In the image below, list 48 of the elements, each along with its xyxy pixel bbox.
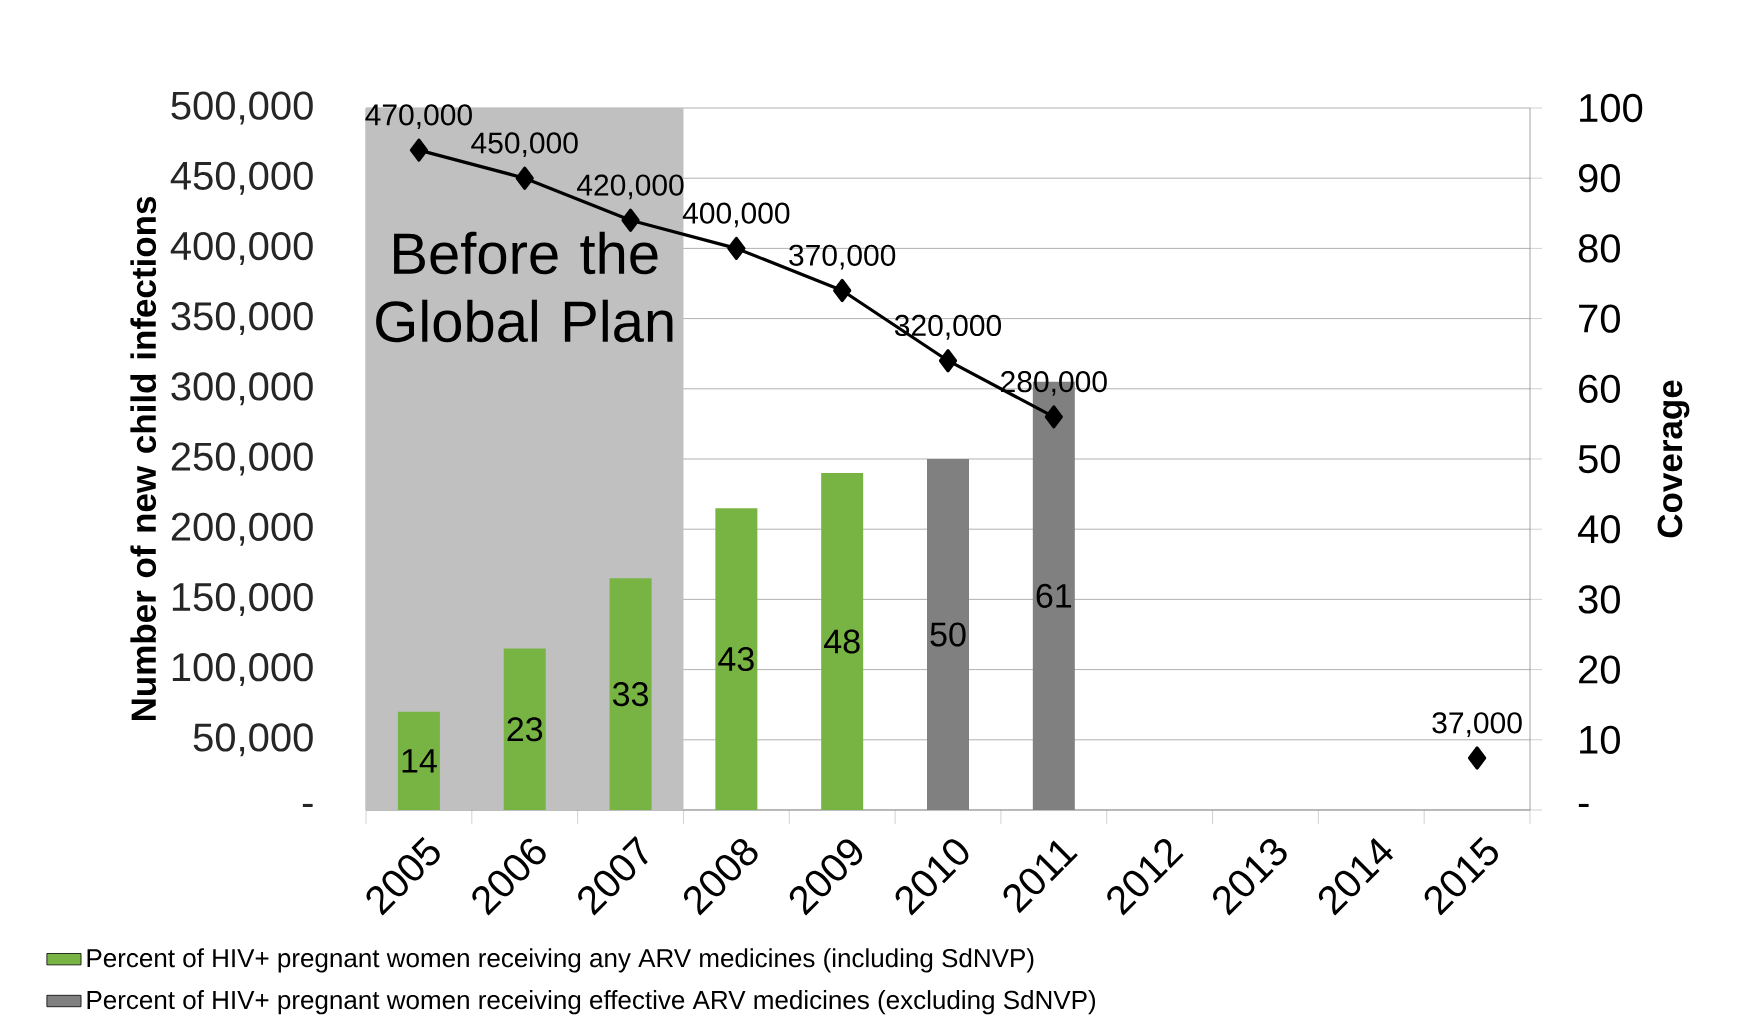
y-tick-label: 250,000 — [171, 442, 313, 476]
data-label: 61 — [1036, 583, 1072, 608]
legend-label: Percent of HIV+ pregnant women receiving effective ARV medicines (excluding SdNVP) — [87, 990, 1096, 1015]
data-label: 280,000 — [1001, 371, 1107, 396]
y-tick-label: 500,000 — [171, 91, 313, 125]
y-tick-label: 300,000 — [171, 372, 313, 406]
bar — [609, 578, 652, 810]
y2-tick-label: 100 — [1580, 93, 1643, 123]
y-tick-label: 450,000 — [170, 161, 313, 195]
bar — [821, 473, 864, 810]
y2-tick-label: 80 — [1578, 234, 1620, 263]
data-label: 450,000 — [471, 132, 578, 158]
y-tick-label: 50,000 — [193, 723, 313, 757]
bar — [715, 508, 758, 810]
y-tick-label: - — [302, 803, 313, 808]
y-tick-label: 350,000 — [171, 302, 313, 336]
band-label: Before the Global Plan — [376, 231, 673, 343]
data-label: 23 — [507, 717, 543, 742]
point — [1467, 746, 1487, 770]
data-label: 43 — [718, 647, 754, 672]
y-tick-label: 150,000 — [172, 582, 313, 616]
legend-label: Percent of HIV+ pregnant women receiving any ARV medicines (including SdNVP) — [87, 948, 1034, 973]
data-label: 14 — [402, 749, 437, 773]
data-label: 37,000 — [1432, 712, 1522, 737]
data-label: 50 — [930, 622, 966, 647]
y-tick-label: 200,000 — [171, 512, 313, 546]
data-label: 33 — [612, 682, 648, 707]
data-label: 470,000 — [365, 104, 472, 130]
bar — [503, 648, 546, 810]
y-axis-title: Number of new child infections — [130, 196, 157, 721]
y-tick-label: 400,000 — [170, 231, 313, 265]
y2-tick-label: 20 — [1579, 655, 1620, 684]
y-tick-label: 100,000 — [172, 653, 313, 687]
y2-tick-label: - — [1578, 803, 1589, 808]
y2-tick-label: 50 — [1578, 444, 1620, 474]
data-label: 48 — [824, 629, 860, 654]
data-label: 370,000 — [789, 244, 896, 270]
y2-tick-label: 10 — [1580, 725, 1620, 754]
y2-tick-label: 30 — [1578, 585, 1620, 614]
data-label: 320,000 — [894, 314, 1002, 340]
y2-tick-label: 60 — [1579, 374, 1620, 403]
y2-tick-label: 40 — [1577, 515, 1620, 544]
y2-axis-title: Coverage — [1657, 380, 1690, 538]
data-label: 420,000 — [577, 174, 684, 200]
y2-tick-label: 70 — [1579, 304, 1620, 333]
data-label: 400,000 — [682, 202, 790, 228]
bar — [397, 711, 440, 810]
y2-tick-label: 90 — [1578, 164, 1620, 193]
